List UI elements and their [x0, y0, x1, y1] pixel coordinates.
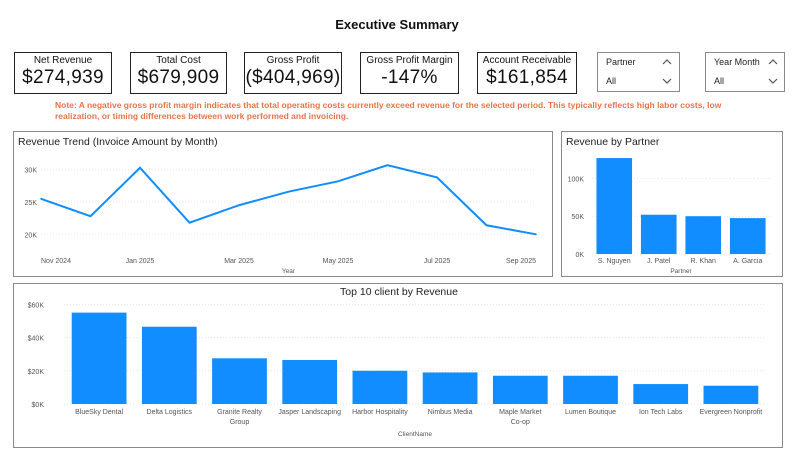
- x-tick-label: Harbor Hospitality: [352, 409, 408, 416]
- partner-bar: [640, 214, 677, 254]
- x-tick-label: J. Patel: [647, 258, 671, 265]
- year-month-slicer-label: Year Month: [714, 57, 760, 67]
- year-month-slicer-value[interactable]: All: [714, 76, 725, 86]
- x-tick-label: Delta Logistics: [147, 409, 193, 416]
- line-point: [89, 215, 92, 218]
- x-tick-label: Evergreen Nonprofit: [700, 409, 763, 416]
- partner-bar: [596, 158, 633, 254]
- partner-slicer-label: Partner: [606, 57, 636, 67]
- x-tick-label: Jasper Landscaping: [278, 409, 341, 416]
- kpi-label: Gross Profit Margin: [366, 55, 453, 66]
- negative-margin-note: Note: A negative gross profit margin ind…: [55, 100, 722, 121]
- x-tick-label: Jan 2025: [126, 258, 155, 265]
- partner-bar: [729, 218, 766, 254]
- kpi-value: ($404,969): [245, 67, 341, 88]
- y-tick-label: 50K: [572, 214, 585, 221]
- kpi-value: $161,854: [486, 67, 568, 88]
- client-bar: [633, 384, 689, 404]
- x-tick-label: R. Khan: [691, 258, 716, 265]
- top-clients-panel: Top 10 client by Revenue $0K $20K $40K $60K…: [13, 283, 783, 448]
- year-month-slicer[interactable]: Year Month All: [705, 52, 785, 92]
- client-bar: [71, 312, 127, 404]
- x-tick-label: A. Garcia: [733, 258, 762, 265]
- kpi-label: Gross Profit: [266, 55, 320, 66]
- kpi-card-gross-profit: Gross Profit ($404,969): [244, 52, 342, 94]
- y-tick-label: $40K: [28, 336, 45, 343]
- x-tick-label: May 2025: [323, 258, 354, 265]
- page-title: Executive Summary: [335, 17, 459, 32]
- x-tick-label: BlueSky Dental: [75, 409, 123, 416]
- kpi-card-gross-profit-margin: Gross Profit Margin -147%: [360, 52, 459, 94]
- y-tick-label: 25K: [25, 200, 38, 207]
- partner-slicer[interactable]: Partner All: [597, 52, 680, 92]
- y-tick-label: 0K: [575, 252, 584, 259]
- x-tick-label: Mar 2025: [224, 258, 254, 265]
- kpi-value: $274,939: [22, 67, 104, 88]
- revenue-by-partner-panel: Revenue by Partner 0K 50K 100K S. Nguyen J. …: [561, 131, 783, 277]
- kpi-label: Net Revenue: [33, 55, 93, 66]
- client-bar: [563, 375, 618, 404]
- kpi-card-total-cost: Total Cost $679,909: [130, 52, 227, 94]
- revenue-trend-title: Revenue Trend (Invoice Amount by Month): [18, 136, 218, 148]
- x-tick-label: Ion Tech Labs: [639, 409, 683, 416]
- y-tick-label: $60K: [28, 302, 45, 309]
- client-bar: [212, 358, 267, 404]
- x-tick-label: Sep 2025: [506, 258, 536, 265]
- kpi-card-account-receivable: Account Receivable $161,854: [477, 52, 577, 94]
- line-point: [535, 233, 537, 236]
- x-tick-label: Lumen Boutique: [565, 409, 616, 416]
- line-point: [337, 180, 339, 183]
- y-tick-label: $20K: [28, 369, 45, 376]
- client-bar: [352, 370, 408, 404]
- line-point: [238, 204, 240, 207]
- chevron-down-icon[interactable]: [768, 77, 778, 85]
- revenue-by-partner-chart: 0K 50K 100K S. Nguyen J. Patel R. Khan A. Garc…: [568, 158, 770, 275]
- kpi-value: $679,909: [137, 67, 220, 88]
- top-clients-title: Top 10 client by Revenue: [340, 286, 458, 298]
- line-point: [139, 166, 141, 169]
- revenue-trend-panel: Revenue Trend (Invoice Amount by Month) …: [13, 131, 553, 277]
- line-point: [287, 190, 290, 193]
- client-bar: [282, 359, 338, 404]
- y-tick-label: 30K: [25, 168, 38, 175]
- top-clients-chart: $0K $20K $40K $60K BlueSky Dental Delta Logis…: [28, 302, 766, 438]
- chevron-down-icon[interactable]: [662, 77, 672, 85]
- line-point: [40, 197, 42, 200]
- client-bar: [141, 326, 197, 404]
- client-bar: [492, 375, 548, 404]
- x-tick-label: S. Nguyen: [598, 258, 631, 265]
- revenue-trend-chart: 20K 25K 30K Nov 2024 Jan 2025 Mar 2025 May 202…: [25, 164, 537, 275]
- x-tick-label: Jul 2025: [424, 258, 451, 265]
- x-tick-label: Maple Market Co-op: [499, 409, 541, 426]
- kpi-card-net-revenue: Net Revenue $274,939: [14, 52, 112, 94]
- x-axis-title: Partner: [670, 268, 692, 275]
- kpi-label: Total Cost: [156, 55, 201, 66]
- y-tick-label: 100K: [568, 176, 585, 183]
- x-axis-title: Year: [282, 268, 296, 275]
- partner-slicer-value[interactable]: All: [606, 76, 617, 86]
- revenue-by-partner-title: Revenue by Partner: [566, 136, 660, 148]
- client-bar: [703, 385, 759, 404]
- x-tick-label: Nov 2024: [41, 258, 71, 265]
- y-tick-label: $0K: [32, 402, 45, 409]
- x-tick-label: Granite Realty Group: [217, 409, 262, 426]
- revenue-trend-line: [40, 164, 537, 236]
- y-tick-label: 20K: [25, 232, 38, 239]
- partner-bar: [685, 216, 722, 254]
- client-bar: [422, 372, 478, 404]
- line-point: [386, 164, 389, 166]
- x-tick-label: Nimbus Media: [428, 409, 473, 416]
- line-point: [188, 221, 191, 224]
- chevron-up-icon[interactable]: [768, 58, 778, 66]
- x-axis-title: ClientName: [398, 431, 432, 438]
- line-point: [485, 224, 488, 227]
- line-point: [436, 176, 438, 179]
- chevron-up-icon[interactable]: [662, 58, 672, 66]
- kpi-value: -147%: [381, 67, 438, 88]
- kpi-label: Account Receivable: [482, 55, 572, 66]
